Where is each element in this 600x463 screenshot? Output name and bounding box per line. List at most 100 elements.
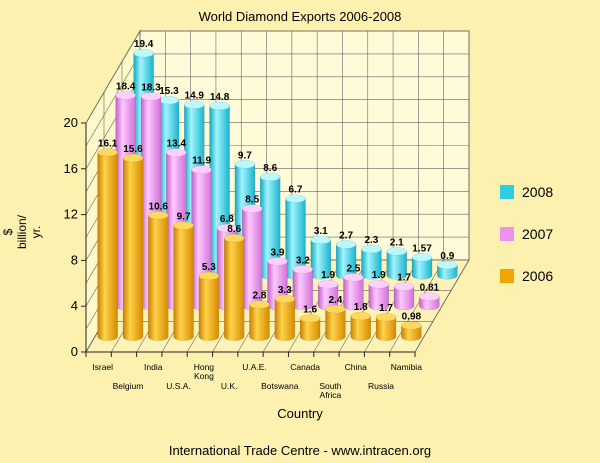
bar-body bbox=[223, 237, 245, 341]
bar-2006 bbox=[299, 314, 321, 341]
bar-body bbox=[350, 315, 371, 341]
data-label: 15.3 bbox=[159, 86, 179, 97]
data-label: 1.8 bbox=[354, 302, 368, 313]
y-axis-label-line-3: yr. bbox=[29, 226, 43, 239]
bar-2007 bbox=[393, 282, 415, 311]
data-label: 0.9 bbox=[440, 251, 454, 262]
bars: 19.4 15.3 14.9 14.8 9.7 8.6 6.7 3.1 2.7 2.3 2.1 1.5… bbox=[97, 39, 458, 341]
bar-top bbox=[317, 279, 339, 289]
bar-body bbox=[249, 304, 270, 341]
bar-2007 bbox=[317, 279, 339, 311]
bar-top bbox=[223, 233, 245, 243]
bar-top bbox=[97, 148, 118, 157]
bar-2008 bbox=[386, 247, 407, 280]
x-category-label: Belgium bbox=[113, 381, 144, 391]
bar-2006 bbox=[249, 300, 270, 341]
data-label: 8.6 bbox=[263, 163, 277, 174]
footer-source: International Trade Centre - www.intrace… bbox=[169, 443, 431, 458]
x-category-label: U.S.A. bbox=[166, 381, 191, 391]
bar-body bbox=[122, 157, 144, 341]
bar-top bbox=[191, 165, 212, 174]
bar-2007 bbox=[368, 279, 389, 311]
bar-top bbox=[325, 304, 346, 314]
data-label: 14.8 bbox=[210, 92, 230, 103]
bar-2006 bbox=[122, 153, 144, 341]
data-label: 1.9 bbox=[372, 270, 386, 281]
bar-body bbox=[173, 225, 194, 341]
bar-2007 bbox=[292, 265, 314, 311]
data-label: 2.5 bbox=[346, 263, 360, 274]
x-category-label: Namibia bbox=[391, 362, 422, 372]
data-label: 3.1 bbox=[314, 226, 328, 237]
bar-2006 bbox=[198, 271, 220, 341]
bar-top bbox=[368, 279, 389, 289]
bar-top bbox=[299, 314, 321, 323]
bar-top bbox=[361, 244, 382, 254]
legend-label-2008: 2008 bbox=[522, 184, 553, 200]
bar-2008 bbox=[411, 253, 433, 280]
bar-top bbox=[140, 92, 162, 101]
data-label: 1.6 bbox=[303, 304, 317, 315]
data-label: 9.7 bbox=[177, 212, 191, 223]
bar-top bbox=[350, 311, 371, 321]
bar-body bbox=[299, 318, 321, 341]
y-axis: 0 4 8 12 16 20 bbox=[64, 115, 87, 359]
x-category-label: Hong bbox=[194, 362, 215, 372]
x-category-label: Africa bbox=[320, 390, 342, 400]
bar-top bbox=[310, 235, 332, 245]
bar-body bbox=[411, 257, 433, 280]
data-label: 6.7 bbox=[289, 185, 303, 196]
legend-swatch-2008 bbox=[500, 185, 514, 199]
bar-2008 bbox=[437, 260, 458, 280]
legend-swatch-2007 bbox=[500, 227, 514, 241]
bar-top bbox=[184, 100, 205, 109]
data-label: 18.3 bbox=[141, 82, 161, 93]
data-label: 5.3 bbox=[202, 262, 216, 273]
bar-top bbox=[158, 95, 180, 105]
bar-2008 bbox=[310, 235, 332, 280]
bar-body bbox=[393, 286, 415, 311]
bar-2007 bbox=[419, 292, 440, 311]
bar-top bbox=[343, 273, 364, 282]
x-category-label: China bbox=[345, 362, 367, 372]
bar-top bbox=[234, 160, 256, 169]
x-category-label: India bbox=[144, 362, 163, 372]
chart-title: World Diamond Exports 2006-2008 bbox=[199, 9, 402, 24]
bar-2006 bbox=[350, 311, 371, 341]
legend-label-2006: 2006 bbox=[522, 268, 553, 284]
y-tick-label: 12 bbox=[64, 207, 78, 222]
legend-swatch-2006 bbox=[500, 269, 514, 283]
data-label: 10.6 bbox=[149, 201, 169, 212]
bar-top bbox=[267, 257, 288, 266]
bar-body bbox=[375, 316, 397, 341]
data-label: 18.4 bbox=[116, 81, 136, 92]
bar-top bbox=[393, 282, 415, 291]
data-label: 8.6 bbox=[227, 224, 241, 235]
bar-top bbox=[437, 260, 458, 270]
bar-top bbox=[122, 153, 144, 163]
bar-body bbox=[198, 275, 220, 341]
data-label: 1.57 bbox=[412, 243, 432, 254]
x-category-label: U.K. bbox=[221, 381, 238, 391]
bar-top bbox=[411, 253, 433, 262]
bar-top bbox=[166, 148, 187, 157]
data-label: 2.7 bbox=[339, 230, 353, 241]
data-label: 2.4 bbox=[328, 295, 342, 306]
y-axis-label-line-2: billion/ bbox=[15, 214, 29, 249]
bar-2006 bbox=[325, 304, 346, 341]
bar-top bbox=[115, 91, 136, 100]
bar-body bbox=[437, 264, 458, 280]
y-tick-label: 8 bbox=[71, 252, 78, 267]
bar-top bbox=[335, 240, 357, 249]
bar-top bbox=[216, 223, 238, 233]
bar-2006 bbox=[375, 312, 397, 341]
bar-top bbox=[259, 172, 281, 182]
y-tick-label: 16 bbox=[64, 161, 78, 176]
y-tick-label: 20 bbox=[64, 115, 78, 130]
bar-top bbox=[249, 300, 270, 309]
data-label: 9.7 bbox=[238, 150, 252, 161]
x-category-label: Botswana bbox=[261, 381, 299, 391]
bar-top bbox=[292, 265, 314, 274]
y-tick-label: 4 bbox=[71, 298, 78, 313]
